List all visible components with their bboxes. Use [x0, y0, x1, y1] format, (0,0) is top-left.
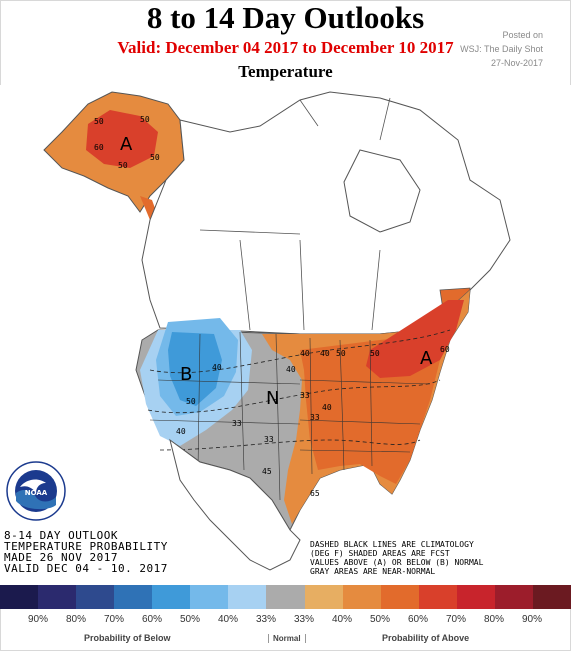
contour-label: 40	[176, 427, 186, 436]
legend-pct: 60%	[407, 614, 429, 625]
noaa-logo-text: NOAA	[25, 489, 48, 497]
legend-pct: 50%	[179, 614, 201, 625]
legend-pct: 90%	[521, 614, 543, 625]
contour-label: 50	[94, 117, 104, 126]
legend-pct: 40%	[331, 614, 353, 625]
legend-normal-label: Normal	[268, 634, 306, 643]
legend-swatch	[228, 585, 267, 609]
legend-pct: 70%	[445, 614, 467, 625]
posted-on-label: Posted on	[502, 30, 543, 40]
legend-swatch	[152, 585, 191, 609]
outlook-line-3: MADE 26 NOV 2017	[4, 551, 118, 564]
legend-swatch	[38, 585, 77, 609]
legend-swatch	[114, 585, 153, 609]
outlook-line-1: 8-14 DAY OUTLOOK	[4, 529, 118, 542]
contour-label: 40	[212, 363, 222, 372]
contour-label: 45	[262, 467, 272, 476]
legend-swatch	[76, 585, 115, 609]
legend-pct: 33%	[293, 614, 315, 625]
posted-date: 27-Nov-2017	[490, 58, 543, 68]
legend-pct: 70%	[103, 614, 125, 625]
source-label: WSJ: The Daily Shot	[460, 44, 543, 54]
contour-label: 50	[370, 349, 380, 358]
legend-pct: 50%	[369, 614, 391, 625]
legend-pct: 33%	[255, 614, 277, 625]
legend-swatch	[456, 585, 495, 609]
contour-label: 50	[336, 349, 346, 358]
legend-above-label: Probability of Above	[382, 633, 470, 643]
contour-label: 65	[310, 489, 320, 498]
legend-below-label: Probability of Below	[84, 633, 171, 643]
outlook-line-4: VALID DEC 04 - 10. 2017	[4, 562, 168, 575]
alaska-region	[43, 91, 185, 222]
legend-pct: 60%	[141, 614, 163, 625]
letter-east-above: A	[420, 348, 433, 369]
legend-swatch	[266, 585, 305, 609]
legend-swatch	[304, 585, 343, 609]
contour-label: 50	[118, 161, 128, 170]
contour-label: 60	[440, 345, 450, 354]
letter-alaska-above: A	[120, 134, 133, 155]
valid-dates: Valid: December 04 2017 to December 10 2…	[117, 38, 454, 57]
contour-label: 60	[94, 143, 104, 152]
note-line-4: GRAY AREAS ARE NEAR-NORMAL	[310, 567, 436, 576]
conus-region	[135, 288, 471, 532]
noaa-logo: NOAA	[6, 461, 66, 521]
contour-label: 40	[322, 403, 332, 412]
note-line-1: DASHED BLACK LINES ARE CLIMATOLOGY	[310, 540, 474, 549]
map-subtitle: Temperature	[238, 62, 333, 81]
contour-label: 50	[186, 397, 196, 406]
letter-central-normal: N	[266, 388, 279, 409]
legend-percentages: 90% 80% 70% 60% 50% 40% 33% 33% 40% 50% …	[0, 614, 571, 628]
letter-west-below: B	[180, 364, 192, 385]
legend-pct: 80%	[65, 614, 87, 625]
legend-swatch	[190, 585, 229, 609]
posted-watermark: Posted on WSJ: The Daily Shot 27-Nov-201…	[460, 28, 543, 70]
contour-label: 33	[300, 391, 310, 400]
contour-label: 33	[232, 419, 242, 428]
legend-swatch	[342, 585, 381, 609]
contour-label: 33	[310, 413, 320, 422]
legend-pct: 40%	[217, 614, 239, 625]
note-line-2: (DEG F) SHADED AREAS ARE FCST	[310, 549, 450, 558]
page-title: 8 to 14 Day Outlooks	[146, 0, 425, 35]
mexico-region	[169, 438, 301, 571]
contour-label: 50	[140, 115, 150, 124]
outlook-map: A B N A 50 50 60 50 50 40 50 40 33 40 33…	[0, 85, 571, 585]
legend-swatch	[380, 585, 419, 609]
note-line-3: VALUES ABOVE (A) OR BELOW (B) NORMAL	[310, 558, 484, 567]
contour-label: 40	[286, 365, 296, 374]
contour-label: 33	[264, 435, 274, 444]
legend-swatch	[494, 585, 533, 609]
legend-swatch	[532, 585, 571, 609]
contour-label: 40	[320, 349, 330, 358]
contour-label: 50	[150, 153, 160, 162]
legend-swatch	[418, 585, 457, 609]
legend-pct: 80%	[483, 614, 505, 625]
legend-swatch	[0, 585, 39, 609]
legend-pct: 90%	[27, 614, 49, 625]
contour-label: 40	[300, 349, 310, 358]
outlook-line-2: TEMPERATURE PROBABILITY	[4, 540, 168, 553]
legend-color-bar	[0, 585, 571, 609]
